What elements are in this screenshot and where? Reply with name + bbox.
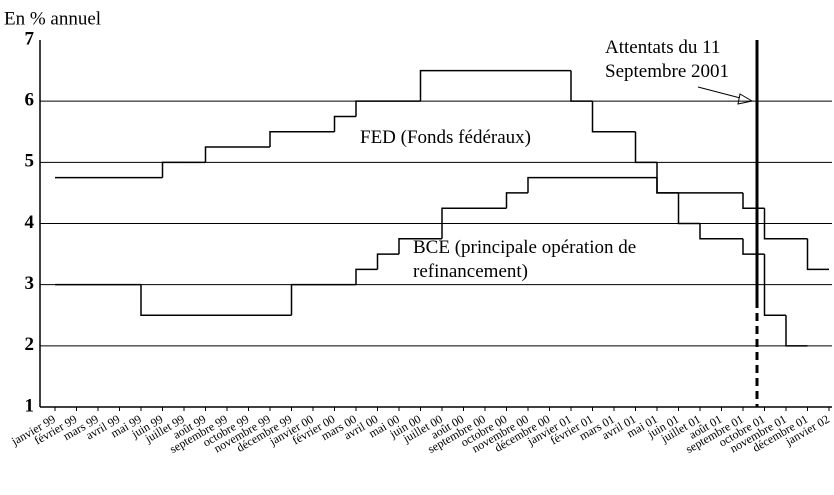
series-label: FED (Fonds fédéraux) xyxy=(360,127,531,148)
step-segment xyxy=(742,238,765,255)
step-segment xyxy=(333,115,356,132)
y-tick-label: 1 xyxy=(25,395,35,416)
step-segment xyxy=(441,207,464,239)
step-segment xyxy=(140,284,163,316)
step-segment xyxy=(763,254,786,316)
step-segment xyxy=(355,100,378,117)
y-tick-label: 4 xyxy=(25,212,35,233)
step-segment xyxy=(398,238,421,255)
step-segment xyxy=(656,177,679,194)
step-segment xyxy=(806,238,829,271)
step-segment xyxy=(634,131,657,164)
arrow-head xyxy=(737,93,754,105)
y-tick-label: 7 xyxy=(25,28,35,49)
step-segment xyxy=(785,315,808,347)
y-tick-label: 5 xyxy=(25,151,35,172)
y-tick-label: 3 xyxy=(25,273,35,294)
series-label: BCE (principale opération de refinanceme… xyxy=(413,237,637,282)
step-segment xyxy=(570,70,593,102)
step-segment xyxy=(161,161,184,178)
y-tick-label: 6 xyxy=(25,90,35,111)
step-segment xyxy=(699,223,722,240)
step-segment xyxy=(376,253,399,270)
step-segment xyxy=(419,69,442,102)
step-segment xyxy=(763,208,786,240)
step-segment xyxy=(591,101,614,133)
step-segment xyxy=(656,162,679,194)
step-segment xyxy=(269,131,292,148)
step-segment xyxy=(677,192,700,225)
step-segment xyxy=(505,192,528,209)
step-segment xyxy=(742,192,765,209)
y-tick-label: 2 xyxy=(25,334,35,355)
step-segment xyxy=(290,283,313,316)
step-segment xyxy=(355,268,378,285)
step-segment xyxy=(204,146,227,163)
step-segment xyxy=(527,176,550,193)
y-axis-label: En % annuel xyxy=(4,8,101,29)
annotation: Attentats du 11 Septembre 2001 xyxy=(605,37,730,82)
